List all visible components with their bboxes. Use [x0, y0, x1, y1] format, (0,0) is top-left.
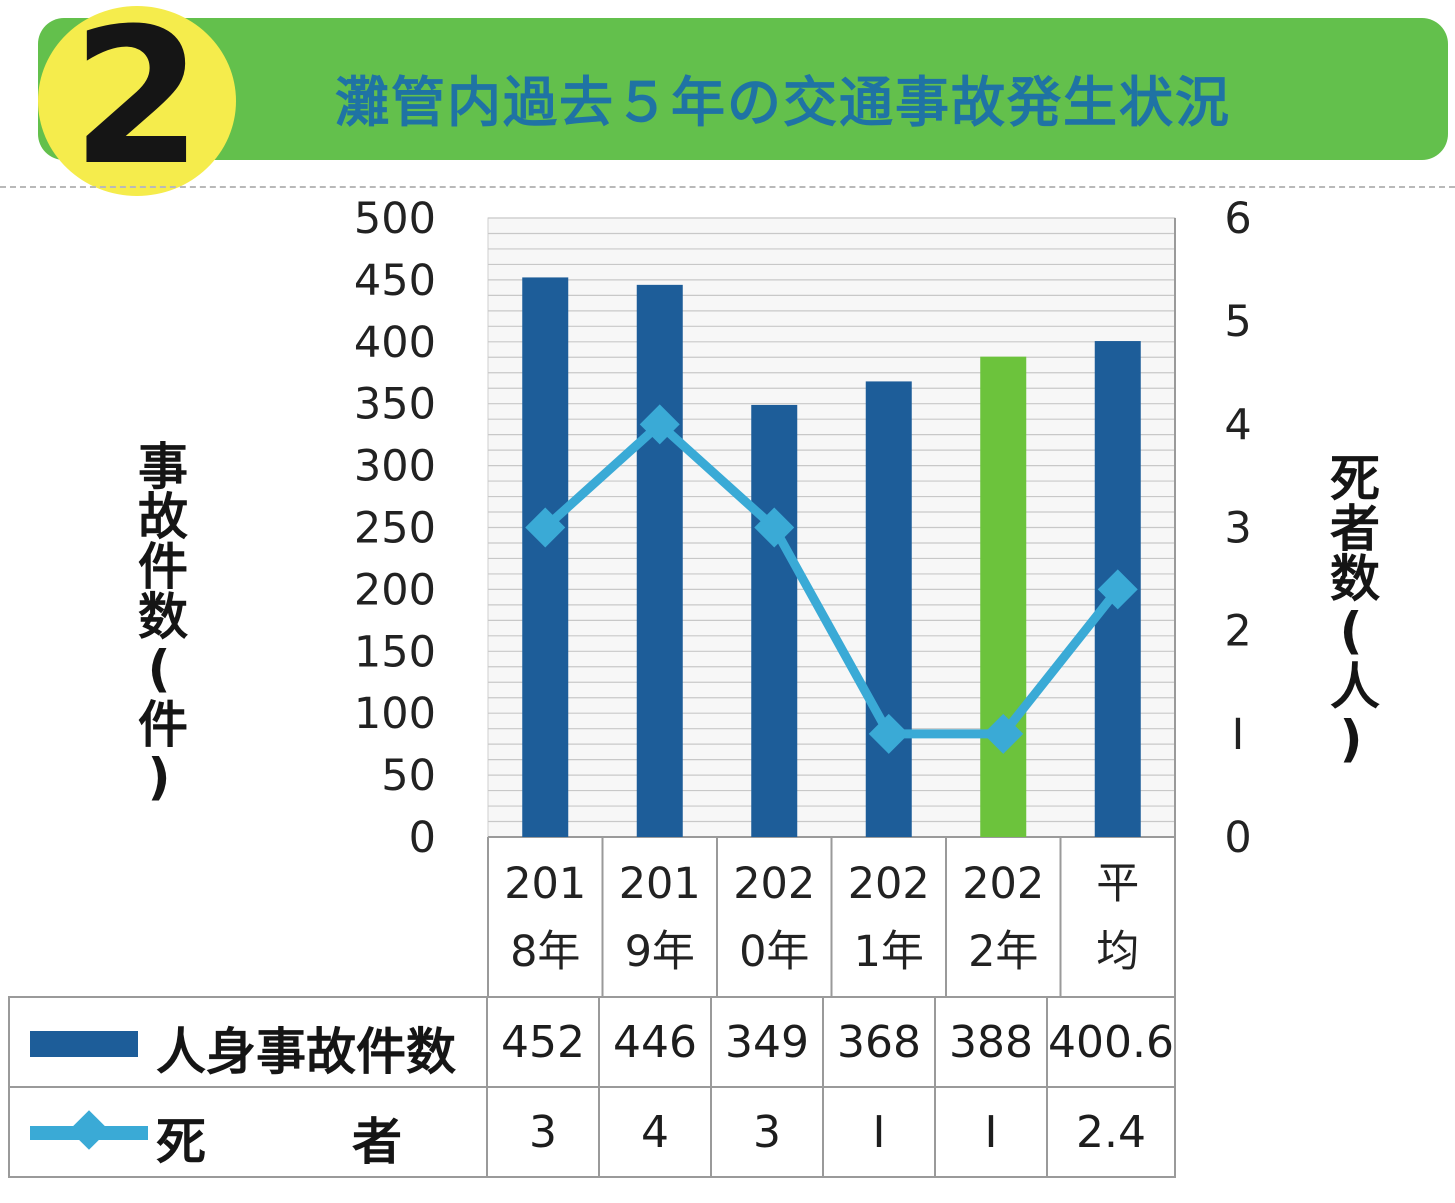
y2-tick-label: 3 — [1224, 504, 1251, 554]
table-cell: Ⅰ — [934, 1086, 1048, 1178]
bar — [636, 284, 683, 837]
y-tick-label: 500 — [354, 194, 436, 244]
y-axis-label-left: 事故件数(件) — [130, 440, 188, 806]
deaths-line — [542, 419, 1122, 739]
section-number: 2 — [71, 0, 203, 207]
category-label: 2年 — [968, 927, 1038, 977]
y-tick-label: 400 — [354, 318, 436, 368]
legend-accidents: 人身事故件数 — [8, 996, 488, 1088]
y-tick-label: 150 — [354, 627, 436, 677]
y2-tick-label: 4 — [1224, 400, 1251, 450]
legend-accidents-label: 人身事故件数 — [156, 1023, 456, 1081]
gridlines — [488, 217, 1175, 838]
y-axis-label-right: 死者数(人) — [1322, 452, 1380, 768]
title-banner — [38, 18, 1448, 160]
category-label: 均 — [1096, 927, 1139, 977]
y2-tick-label: 5 — [1224, 297, 1251, 347]
table-cell: 388 — [934, 996, 1048, 1088]
y-tick-label: 50 — [381, 751, 436, 801]
table-cell: 349 — [710, 996, 824, 1088]
y-tick-label: 450 — [354, 256, 436, 306]
table-cell: 4 — [598, 1086, 712, 1178]
y2-tick-label: 0 — [1224, 813, 1251, 863]
legend-deaths: 死 者 — [8, 1086, 488, 1178]
divider — [0, 186, 1455, 188]
category-label: 1年 — [854, 927, 924, 977]
bar — [751, 404, 798, 837]
category-label: 0年 — [739, 927, 809, 977]
category-label: 9年 — [625, 927, 695, 977]
legend-bar-swatch — [30, 1031, 138, 1057]
legend-diamond-marker — [69, 1110, 109, 1150]
data-table: 人身事故件数 452 446 349 368 388 400.6 死 者 3 4… — [8, 996, 1176, 1178]
table-cell: 452 — [486, 996, 600, 1088]
deaths-marker — [525, 507, 566, 548]
y2-tick-label: 2 — [1224, 607, 1251, 657]
y2-tick-label: Ⅰ — [1232, 710, 1245, 760]
deaths-marker — [754, 507, 795, 548]
y-tick-label: 100 — [354, 689, 436, 739]
table-row-accidents: 人身事故件数 452 446 349 368 388 400.6 — [8, 996, 1176, 1088]
y2-tick-label: 6 — [1224, 194, 1251, 244]
y-tick-label: 250 — [354, 504, 436, 554]
category-label: 201 — [504, 859, 586, 909]
table-cell: 3 — [710, 1086, 824, 1178]
y-tick-label: 350 — [354, 380, 436, 430]
table-cell: 368 — [822, 996, 936, 1088]
category-label: 平 — [1096, 859, 1139, 909]
deaths-marker — [983, 713, 1024, 754]
page-title: 灘管内過去５年の交通事故発生状況 — [335, 71, 1231, 134]
category-label: 201 — [619, 859, 701, 909]
section-number-badge: 2 — [38, 0, 236, 207]
table-cell: 400.6 — [1046, 996, 1176, 1088]
table-cell: 446 — [598, 996, 712, 1088]
y-tick-label: 0 — [409, 813, 436, 863]
y-tick-label: 200 — [354, 565, 436, 615]
bar — [980, 356, 1027, 837]
table-cell: 2.4 — [1046, 1086, 1176, 1178]
category-label: 8年 — [510, 927, 580, 977]
category-label: 202 — [962, 859, 1044, 909]
table-cell: Ⅰ — [822, 1086, 936, 1178]
bar — [522, 277, 569, 837]
deaths-marker — [639, 404, 680, 445]
table-cell: 3 — [486, 1086, 600, 1178]
deaths-marker — [868, 713, 909, 754]
table-row-deaths: 死 者 3 4 3 Ⅰ Ⅰ 2.4 — [8, 1086, 1176, 1178]
category-label: 202 — [733, 859, 815, 909]
bar — [865, 381, 912, 837]
y-tick-label: 300 — [354, 442, 436, 492]
deaths-marker — [1097, 569, 1138, 610]
legend-deaths-label: 死 者 — [156, 1113, 450, 1171]
category-label: 202 — [848, 859, 930, 909]
